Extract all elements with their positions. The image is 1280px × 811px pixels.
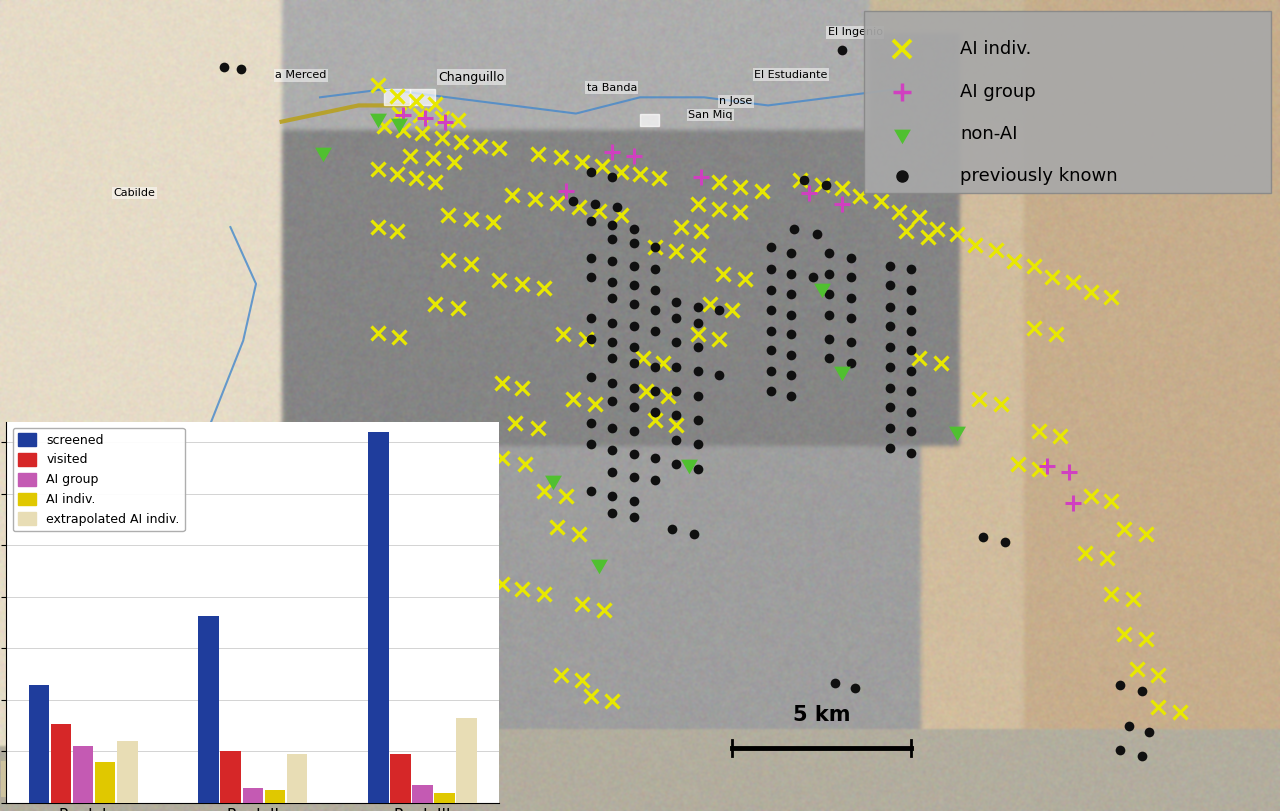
Bar — [29, 685, 50, 803]
Bar — [73, 746, 93, 803]
Bar — [95, 762, 115, 803]
Text: non-AI: non-AI — [960, 125, 1018, 143]
Bar — [287, 754, 307, 803]
Bar — [116, 741, 137, 803]
Bar — [390, 754, 411, 803]
Text: 5 km: 5 km — [794, 705, 850, 725]
Text: a Merced: a Merced — [275, 71, 326, 80]
Bar — [369, 432, 389, 803]
Bar — [412, 785, 433, 803]
Bar — [434, 792, 454, 803]
Bar — [198, 616, 219, 803]
Text: previously known: previously known — [960, 167, 1117, 185]
Bar — [220, 751, 241, 803]
Bar — [265, 790, 285, 803]
Bar — [864, 11, 1271, 193]
Text: n Jose: n Jose — [719, 97, 753, 106]
Text: ta Banda: ta Banda — [586, 83, 637, 92]
Text: El Estudiante: El Estudiante — [754, 70, 828, 79]
Bar — [410, 89, 435, 105]
Text: El Ingenio: El Ingenio — [828, 28, 882, 37]
Text: San Miq: San Miq — [689, 110, 732, 120]
Text: AI indiv.: AI indiv. — [960, 41, 1032, 58]
Bar — [242, 788, 264, 803]
Bar — [51, 723, 72, 803]
Text: Changuillo: Changuillo — [438, 71, 504, 84]
Text: AI group: AI group — [960, 83, 1036, 101]
Text: Cabilde: Cabilde — [114, 188, 155, 198]
Text: Map data: (C) OpenStreetMap contributors, SRTM |
Map style: (C) OpenTopoMap (CC-: Map data: (C) OpenStreetMap contributors… — [5, 765, 343, 793]
Bar — [640, 114, 659, 126]
Bar — [384, 89, 410, 105]
Bar — [456, 718, 477, 803]
Legend: screened, visited, AI group, AI indiv., extrapolated AI indiv.: screened, visited, AI group, AI indiv., … — [13, 428, 184, 531]
